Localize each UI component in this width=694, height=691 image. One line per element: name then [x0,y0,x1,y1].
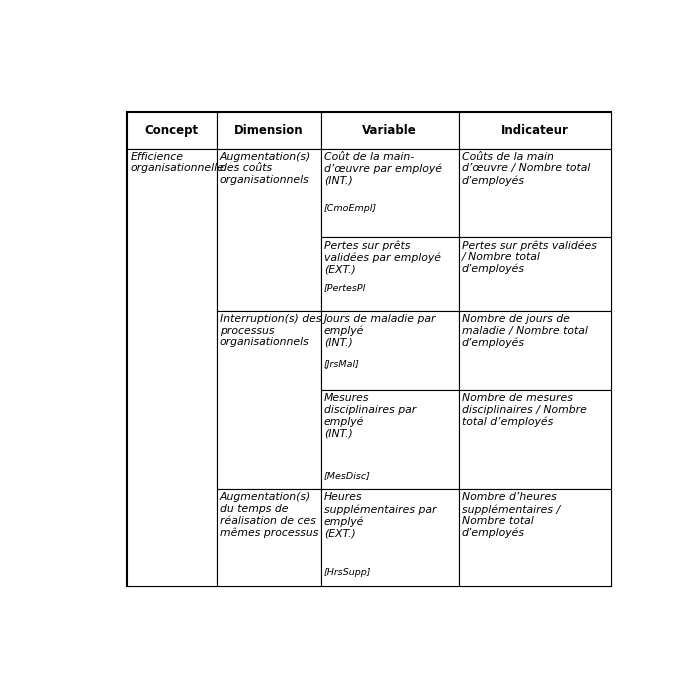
Bar [217,149,321,311]
Bar [459,489,611,586]
Bar [321,112,459,149]
Text: Pertes sur prêts validées
/ Nombre total
d’employés: Pertes sur prêts validées / Nombre total… [462,240,597,274]
Text: Nombre de jours de
maladie / Nombre total
d’employés: Nombre de jours de maladie / Nombre tota… [462,314,588,348]
Text: Mesures
disciplinaires par
emplyé
(INT.): Mesures disciplinaires par emplyé (INT.) [324,393,416,439]
Text: Concept: Concept [145,124,199,137]
Text: Efficience
organisationnelle: Efficience organisationnelle [130,152,224,173]
Bar [127,112,217,149]
Text: Heures
supplémentaires par
emplyé
(EXT.): Heures supplémentaires par emplyé (EXT.) [324,493,437,538]
Bar [321,149,459,237]
Text: Variable: Variable [362,124,417,137]
Text: [CmoEmpl]: [CmoEmpl] [324,204,377,213]
Bar [217,489,321,586]
Text: [HrsSupp]: [HrsSupp] [324,568,371,577]
Bar [459,390,611,489]
Bar [459,112,611,149]
Bar [217,112,321,149]
Bar [127,112,611,586]
Text: [MesDisc]: [MesDisc] [324,471,371,480]
Text: Augmentation(s)
du temps de
réalisation de ces
mêmes processus: Augmentation(s) du temps de réalisation … [220,493,319,538]
Bar [321,311,459,390]
Bar [459,311,611,390]
Bar [459,149,611,237]
Bar [321,489,459,586]
Text: Indicateur: Indicateur [501,124,569,137]
Text: Nombre d’heures
supplémentaires /
Nombre total
d’employés: Nombre d’heures supplémentaires / Nombre… [462,493,560,538]
Text: Dimension: Dimension [234,124,303,137]
Text: Pertes sur prêts
validées par employé
(EXT.): Pertes sur prêts validées par employé (E… [324,240,441,274]
Bar [127,149,217,586]
Bar [217,311,321,489]
Text: Coût de la main-
d’œuvre par employé
(INT.): Coût de la main- d’œuvre par employé (IN… [324,152,442,186]
Bar [321,237,459,311]
Text: [JrsMal]: [JrsMal] [324,361,359,370]
Text: Jours de maladie par
emplyé
(INT.): Jours de maladie par emplyé (INT.) [324,314,437,348]
Text: Augmentation(s)
des coûts
organisationnels: Augmentation(s) des coûts organisationne… [220,152,311,185]
Bar [321,390,459,489]
Text: Coûts de la main
d’œuvre / Nombre total
d’employés: Coûts de la main d’œuvre / Nombre total … [462,152,591,186]
Text: Interruption(s) des
processus
organisationnels: Interruption(s) des processus organisati… [220,314,321,348]
Bar [459,237,611,311]
Text: Nombre de mesures
disciplinaires / Nombre
total d’employés: Nombre de mesures disciplinaires / Nombr… [462,393,586,427]
Text: [PertesPl: [PertesPl [324,283,366,292]
